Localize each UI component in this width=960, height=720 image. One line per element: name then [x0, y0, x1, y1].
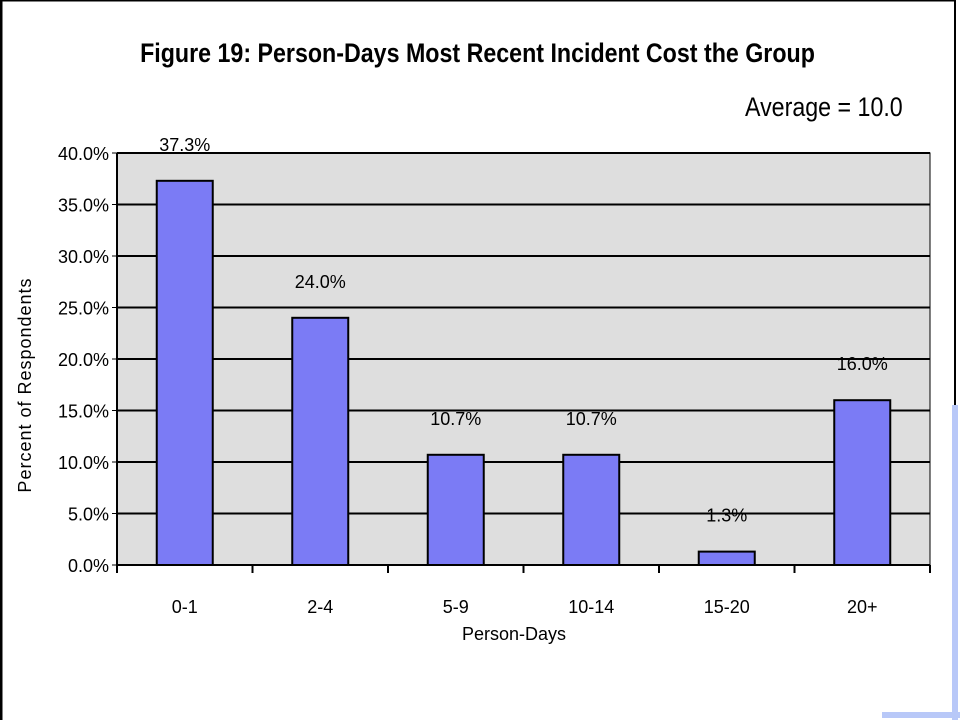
bar-15-20	[697, 550, 756, 566]
y-tick-label: 30.0%	[58, 247, 109, 267]
y-tick-label: 5.0%	[68, 505, 109, 525]
value-label-10-14: 10.7%	[566, 409, 617, 429]
value-label-5-9: 10.7%	[430, 409, 481, 429]
y-tick-label: 0.0%	[68, 556, 109, 576]
x-tick-label-2-4: 2-4	[307, 597, 333, 617]
bar-0-1	[155, 179, 214, 566]
y-tick-label: 15.0%	[58, 402, 109, 422]
x-axis-ticks: 0-1 2-4 5-9 10-14 15-20 20+	[116, 565, 931, 617]
y-tick-label: 25.0%	[58, 299, 109, 319]
value-labels: 37.3% 24.0% 10.7% 10.7% 1.3% 16.0%	[159, 135, 888, 526]
chart-title: Figure 19: Person-Days Most Recent Incid…	[140, 38, 815, 68]
y-tick-label: 40.0%	[58, 144, 109, 164]
value-label-0-1: 37.3%	[159, 135, 210, 155]
y-tick-label: 35.0%	[58, 196, 109, 216]
bar-10-14	[562, 453, 621, 567]
x-tick-label-5-9: 5-9	[443, 597, 469, 617]
y-axis-label: Percent of Respondents	[15, 277, 35, 492]
x-axis-label: Person-Days	[462, 624, 566, 644]
value-label-2-4: 24.0%	[295, 272, 346, 292]
bar-5-9	[426, 453, 485, 567]
x-tick-label-15-20: 15-20	[704, 597, 750, 617]
bars	[155, 179, 892, 567]
value-label-20+: 16.0%	[837, 354, 888, 374]
y-tick-label: 20.0%	[58, 350, 109, 370]
bar-20+	[833, 399, 892, 567]
bar-2-4	[291, 316, 350, 566]
average-annotation: Average = 10.0	[745, 92, 903, 122]
x-tick-label-0-1: 0-1	[172, 597, 198, 617]
x-tick-label-10-14: 10-14	[568, 597, 614, 617]
x-tick-label-20+: 20+	[847, 597, 878, 617]
value-label-15-20: 1.3%	[706, 506, 747, 526]
y-tick-label: 10.0%	[58, 453, 109, 473]
